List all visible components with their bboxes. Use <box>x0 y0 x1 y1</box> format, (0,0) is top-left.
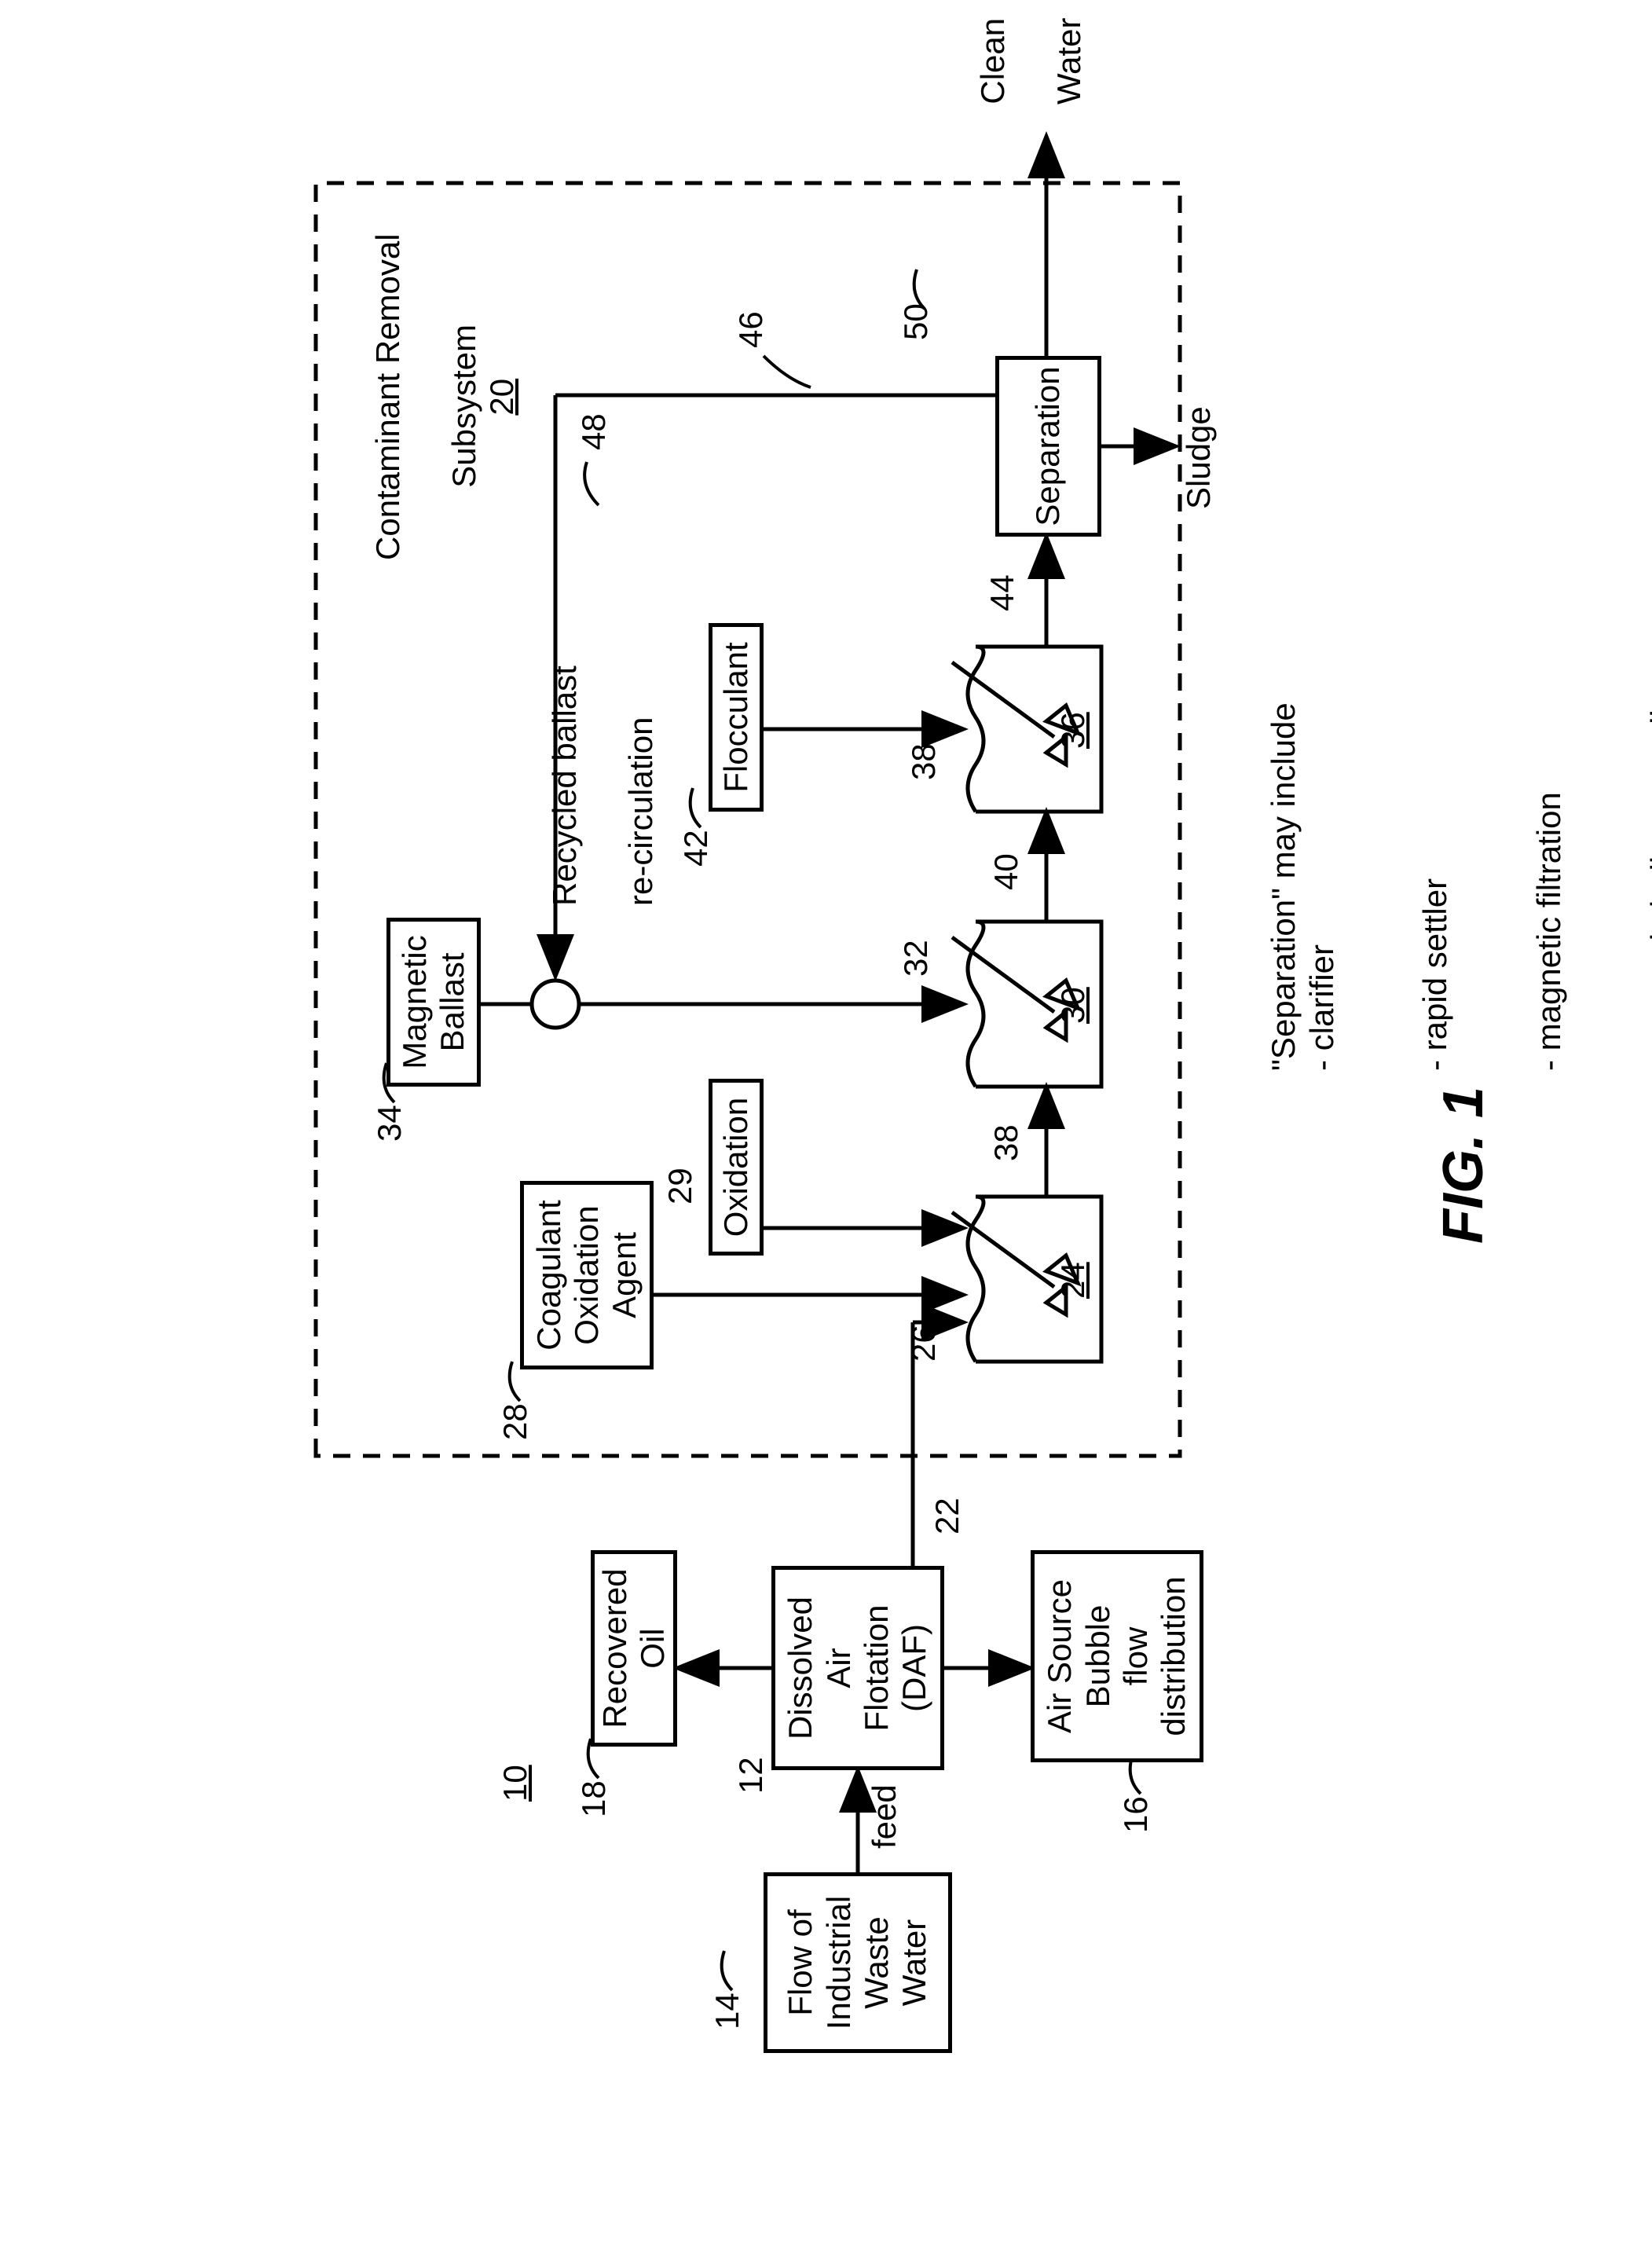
txt: Clean <box>974 17 1011 104</box>
txt: distribution <box>1155 1576 1192 1736</box>
box-oxidation: Oxidation <box>709 1079 764 1256</box>
box-flow-waste: Flow of Industrial Waste Water <box>764 1872 952 2053</box>
txt: - rapid settler <box>1416 878 1453 1070</box>
ref-29: 29 <box>661 1168 699 1204</box>
txt: Oil <box>634 1628 671 1668</box>
ref-18: 18 <box>575 1780 613 1817</box>
ref-28: 28 <box>496 1403 534 1440</box>
box-recovered-oil: Recovered Oil <box>591 1550 677 1747</box>
ref-32: 32 <box>897 940 935 977</box>
ref-48: 48 <box>575 413 613 450</box>
ref-34: 34 <box>371 1105 408 1142</box>
txt: Subsystem <box>445 324 482 488</box>
ref-36: 36 <box>1054 712 1092 749</box>
txt: Flotation <box>858 1604 895 1731</box>
txt: Oxidation <box>716 1097 754 1236</box>
ref-24: 24 <box>1054 1262 1092 1299</box>
ref-44: 44 <box>984 574 1021 611</box>
txt: - magnetic filtration <box>1530 792 1567 1071</box>
txt: (DAF) <box>896 1624 932 1712</box>
txt: Air Source <box>1041 1578 1078 1732</box>
ref-38a: 38 <box>987 1124 1025 1161</box>
txt: Oxidation <box>567 1205 604 1344</box>
box-air-source: Air Source Bubble flow distribution <box>1031 1550 1203 1762</box>
box-coagulant: Coagulant Oxidation Agent <box>520 1181 654 1369</box>
txt: 20 <box>483 378 520 415</box>
txt: Waste <box>858 1916 895 2008</box>
ref-30: 30 <box>1054 987 1092 1024</box>
txt: Water <box>896 1919 932 2005</box>
txt: Separation <box>1029 366 1067 526</box>
txt: flow <box>1117 1626 1154 1685</box>
txt: - magnetic ballast recycling <box>1644 673 1652 1071</box>
subsystem-title: Contaminant Removal Subsystem 20 <box>331 233 559 615</box>
txt: Industrial <box>819 1895 856 2029</box>
txt: Coagulant <box>529 1200 566 1350</box>
txt: Magnetic <box>395 935 432 1069</box>
ref-50: 50 <box>897 303 935 340</box>
txt: Bubble <box>1079 1604 1115 1707</box>
ref-46: 46 <box>732 311 770 348</box>
ref-38b: 38 <box>905 743 943 780</box>
txt: Recycled ballast <box>546 665 583 906</box>
txt: Air <box>819 1648 856 1688</box>
txt: Dissolved <box>782 1596 819 1739</box>
txt: Agent <box>606 1232 643 1318</box>
txt: Contaminant Removal <box>369 233 406 560</box>
box-daf: Dissolved Air Flotation (DAF) <box>771 1566 944 1770</box>
ref-14: 14 <box>709 1993 746 2029</box>
box-separation: Separation <box>995 356 1101 537</box>
txt: Recovered <box>595 1568 632 1728</box>
sludge-label: Sludge <box>1180 406 1218 509</box>
txt: "Separation" may include <box>1265 702 1302 1071</box>
ref-22: 22 <box>929 1498 966 1534</box>
txt: Flocculant <box>716 642 754 792</box>
ref-12: 12 <box>732 1757 770 1794</box>
box-flocculant: Flocculant <box>709 623 764 812</box>
ref-16: 16 <box>1117 1796 1155 1833</box>
feed-label: feed <box>866 1784 903 1849</box>
process-flow-diagram: Flow of Industrial Waste Water Dissolved… <box>80 104 1573 2147</box>
ref-40: 40 <box>987 853 1025 890</box>
recirc-label: Recycled ballast re-circulation <box>508 665 698 961</box>
ref-26: 26 <box>905 1325 943 1362</box>
txt: - clarifier <box>1302 944 1339 1070</box>
ref-system: 10 <box>496 1765 534 1802</box>
txt: Water <box>1049 17 1086 104</box>
box-mag-ballast: Magnetic Ballast <box>386 918 481 1087</box>
sep-note: "Separation" may include - clarifier "Se… <box>1227 673 1652 1126</box>
figure-label: FIG. 1 <box>1431 1086 1496 1243</box>
txt: re-circulation <box>621 717 658 905</box>
txt: Flow of <box>782 1909 819 2015</box>
clean-water-label: Clean Water <box>936 17 1126 159</box>
txt: Ballast <box>434 952 471 1051</box>
